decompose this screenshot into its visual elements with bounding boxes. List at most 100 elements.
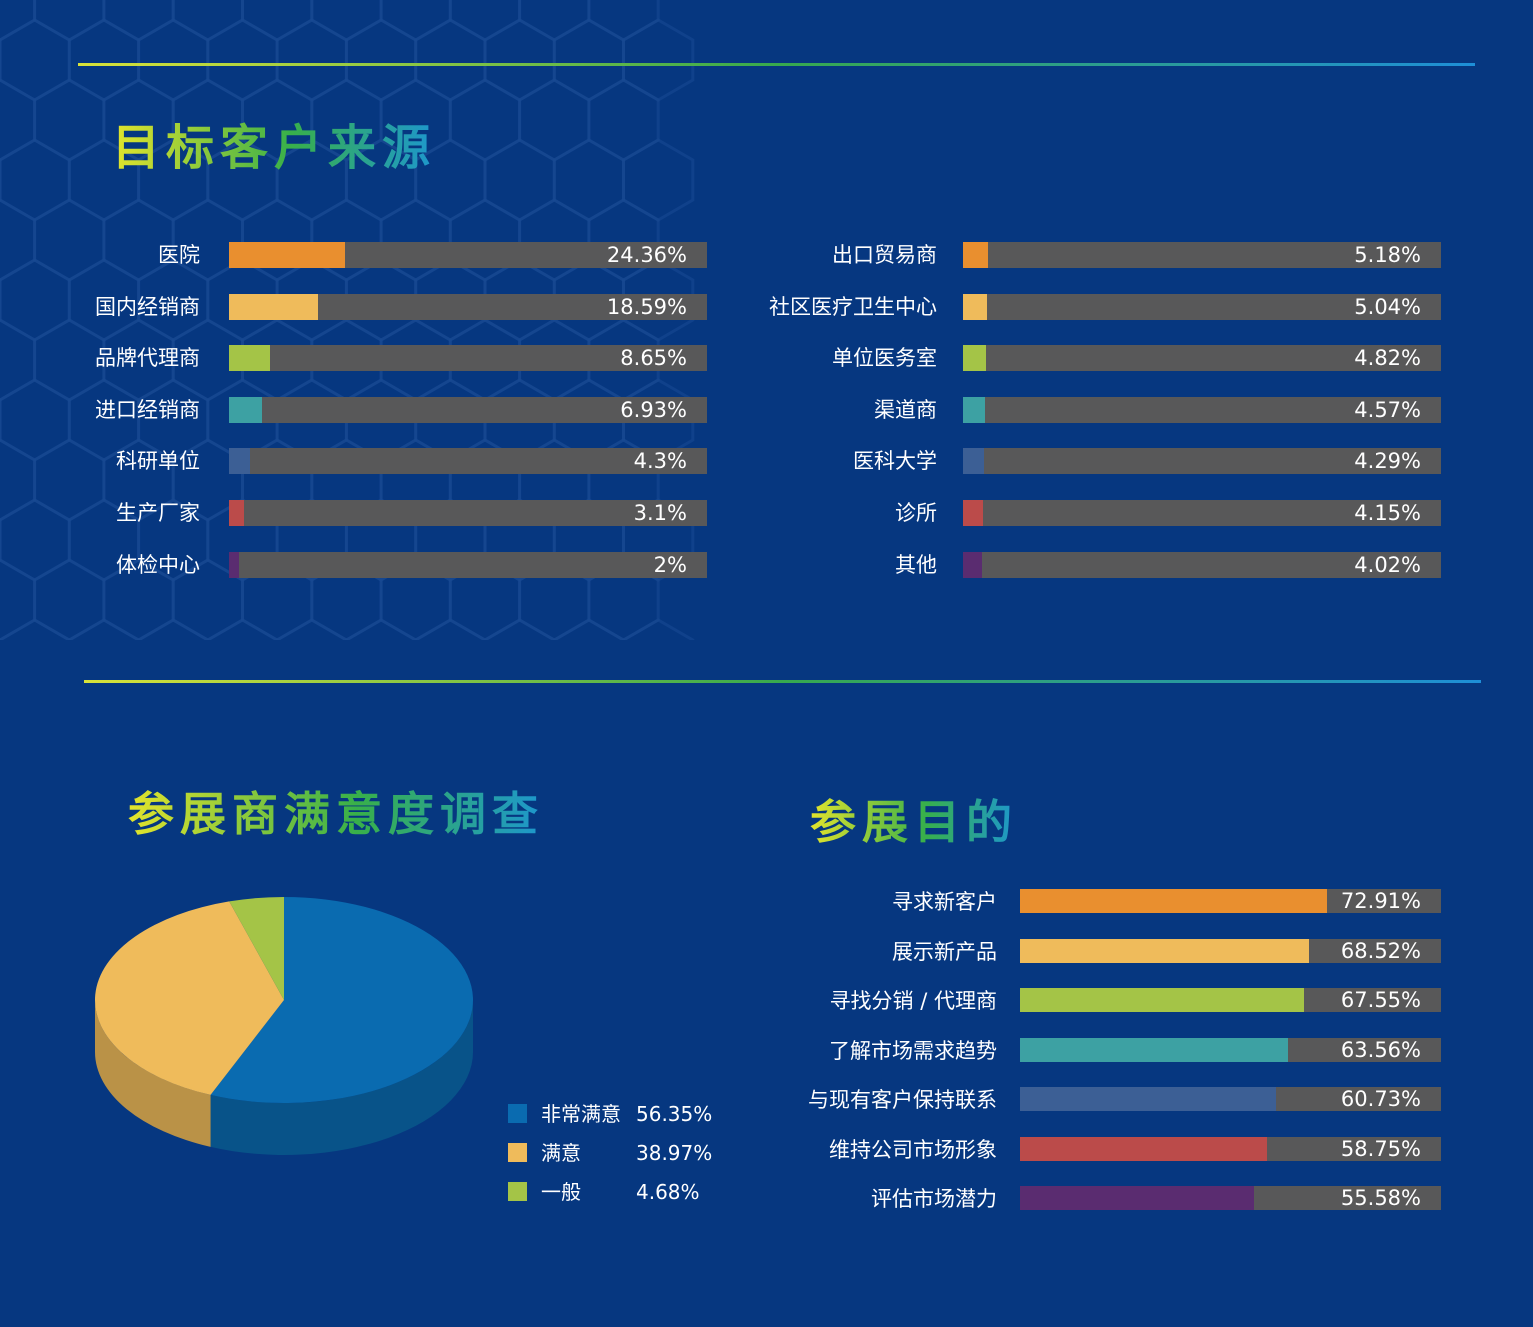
legend-label: 满意 bbox=[541, 1141, 581, 1165]
legend-label: 一般 bbox=[541, 1180, 581, 1204]
source-right-category-label: 其他 bbox=[895, 552, 937, 577]
hexagon-shape bbox=[67, 618, 141, 640]
source-right-bar-track: 5.04% bbox=[963, 293, 1441, 320]
source-right-category-label: 出口贸易商 bbox=[832, 243, 937, 267]
source-left-bar-track: 18.59% bbox=[229, 293, 707, 320]
purpose-category-label: 与现有客户保持联系 bbox=[808, 1088, 997, 1112]
source-left-bar-track: 3.1% bbox=[229, 500, 707, 526]
hexagon-shape bbox=[310, 0, 383, 42]
purpose-bar-row: 寻求新客户 72.91% bbox=[0, 889, 1533, 915]
legend-item: 满意 38.97% bbox=[508, 1141, 728, 1165]
source-left-value-label: 3.1% bbox=[633, 501, 687, 525]
hexagon-shape bbox=[33, 198, 106, 282]
source-right-value-label: 5.04% bbox=[1354, 294, 1421, 319]
source-left-value-label: 24.36% bbox=[606, 243, 687, 267]
legend-item: 非常满意 56.35% bbox=[508, 1102, 728, 1126]
legend-value: 4.68% bbox=[636, 1180, 700, 1204]
source-left-value-label: 4.3% bbox=[633, 449, 687, 474]
hexagon-shape bbox=[275, 18, 348, 102]
hexagon-shape bbox=[622, 138, 695, 222]
source-left-bar-row: 医院 24.36% bbox=[0, 242, 1533, 268]
purpose-category-label: 展示新产品 bbox=[892, 939, 997, 964]
source-left-bar bbox=[229, 448, 250, 475]
source-title: 目标客户来源 bbox=[112, 120, 437, 176]
pie-slice-0 bbox=[210, 897, 473, 1103]
purpose-bar bbox=[1020, 938, 1309, 963]
hexagon-shape bbox=[0, 78, 37, 162]
source-left-bar-track: 2% bbox=[229, 551, 707, 578]
hexagon-shape bbox=[552, 138, 625, 222]
source-right-value-label: 4.82% bbox=[1354, 346, 1421, 371]
purpose-category-label: 维持公司市场形象 bbox=[829, 1137, 997, 1162]
hexagon-shape bbox=[518, 78, 591, 162]
source-left-bar-row: 进口经销商 6.93% bbox=[0, 396, 1533, 423]
hexagon-shape bbox=[518, 0, 591, 42]
hexagon-shape bbox=[171, 0, 244, 42]
source-left-category-label: 体检中心 bbox=[116, 552, 200, 577]
legend-swatch bbox=[508, 1104, 527, 1123]
hexagon-shape bbox=[483, 138, 556, 222]
source-right-value-label: 4.02% bbox=[1354, 552, 1421, 577]
hexagon-shape bbox=[102, 198, 175, 282]
purpose-category-label: 评估市场潜力 bbox=[871, 1187, 997, 1211]
hexagon-shape bbox=[137, 618, 210, 640]
purpose-bar bbox=[1020, 1136, 1268, 1161]
purpose-bar-track: 67.55% bbox=[1020, 988, 1441, 1012]
legend-value: 56.35% bbox=[636, 1102, 713, 1126]
hexagon-shape bbox=[587, 78, 660, 162]
hexagon-shape bbox=[67, 18, 141, 102]
hexagon-shape bbox=[552, 618, 625, 640]
source-right-category-label: 诊所 bbox=[895, 501, 937, 525]
purpose-value-label: 67.55% bbox=[1340, 988, 1421, 1012]
source-right-value-label: 4.29% bbox=[1354, 449, 1421, 474]
hexagon-shape bbox=[448, 78, 522, 162]
source-right-category-label: 医科大学 bbox=[853, 449, 937, 474]
purpose-bar-row: 寻找分销 / 代理商 67.55% bbox=[0, 988, 1533, 1014]
source-right-bar-row: 渠道商 4.57% bbox=[0, 396, 1533, 423]
source-right-bar bbox=[963, 551, 983, 578]
purpose-bar bbox=[1020, 889, 1327, 913]
source-right-bar-track: 4.15% bbox=[963, 500, 1441, 526]
source-right-bar-track: 4.02% bbox=[963, 551, 1441, 578]
hexagon-shape bbox=[0, 138, 71, 222]
source-right-value-label: 4.15% bbox=[1354, 501, 1421, 525]
hexagon-shape bbox=[33, 78, 106, 162]
hexagon-shape bbox=[310, 198, 383, 282]
source-left-value-label: 18.59% bbox=[606, 294, 687, 319]
top-divider bbox=[78, 63, 1475, 66]
legend-label: 非常满意 bbox=[541, 1102, 621, 1126]
hexagon-shape bbox=[622, 18, 695, 102]
source-left-category-label: 国内经销商 bbox=[95, 294, 200, 319]
purpose-category-label: 寻找分销 / 代理商 bbox=[829, 989, 997, 1013]
source-left-bar-row: 科研单位 4.3% bbox=[0, 448, 1533, 475]
source-left-bar-row: 品牌代理商 8.65% bbox=[0, 345, 1533, 372]
purpose-value-label: 60.73% bbox=[1340, 1087, 1421, 1111]
source-right-bar-track: 5.18% bbox=[963, 242, 1441, 268]
source-left-bar-row: 生产厂家 3.1% bbox=[0, 500, 1533, 526]
source-left-value-label: 2% bbox=[653, 552, 687, 577]
hexagon-shape bbox=[552, 18, 625, 102]
purpose-bar bbox=[1020, 1037, 1288, 1062]
source-left-bar bbox=[229, 396, 263, 423]
hexagon-shape bbox=[448, 0, 522, 42]
legend-swatch bbox=[508, 1182, 527, 1201]
hexagon-shape bbox=[379, 198, 452, 282]
purpose-bar-row: 与现有客户保持联系 60.73% bbox=[0, 1087, 1533, 1113]
source-left-bar-row: 国内经销商 18.59% bbox=[0, 293, 1533, 320]
source-right-bar-track: 4.57% bbox=[963, 396, 1441, 423]
purpose-bar-track: 60.73% bbox=[1020, 1087, 1441, 1111]
source-left-category-label: 进口经销商 bbox=[95, 397, 200, 422]
pie-slice-side-0 bbox=[210, 1000, 473, 1155]
source-left-bar-track: 8.65% bbox=[229, 345, 707, 372]
purpose-title: 参展目的 bbox=[810, 792, 1018, 852]
hexagon-shape bbox=[102, 0, 175, 42]
purpose-value-label: 55.58% bbox=[1340, 1186, 1421, 1210]
source-left-bar-track: 24.36% bbox=[229, 242, 707, 268]
hexagon-shape bbox=[206, 618, 279, 640]
source-left-bar bbox=[229, 293, 318, 320]
purpose-category-label: 了解市场需求趋势 bbox=[829, 1038, 997, 1063]
purpose-bar-track: 63.56% bbox=[1020, 1037, 1441, 1062]
purpose-bar-track: 72.91% bbox=[1020, 889, 1441, 913]
purpose-bar bbox=[1020, 988, 1305, 1012]
source-right-category-label: 渠道商 bbox=[874, 397, 937, 422]
